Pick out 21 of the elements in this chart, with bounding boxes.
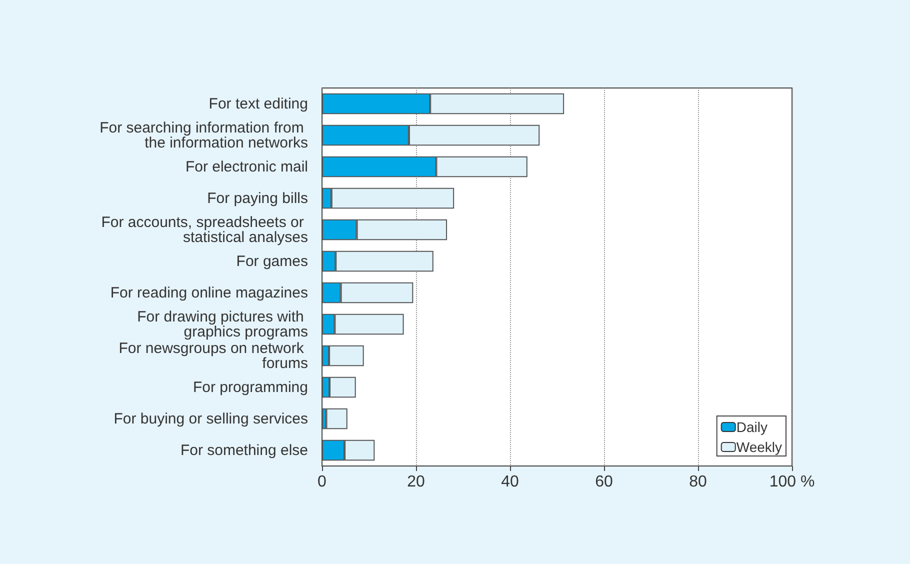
x-tick-label: 20 [407, 474, 425, 490]
y-tick-label: For programming [192, 378, 308, 396]
y-tick-label: For something else [180, 442, 308, 459]
x-tick-label: 60 [595, 474, 613, 490]
y-tick-label: For accounts, spreadsheets or statistical analyses [101, 214, 308, 246]
y-tick-label: For buying or selling services [114, 410, 308, 428]
y-tick-label: For newsgroups on network forums [118, 340, 308, 372]
x-tick-label: 80 [689, 474, 707, 490]
y-tick-label: For searching information from the information networks [100, 119, 308, 152]
x-tick-label: 0 [318, 474, 327, 490]
y-tick-label: For drawing pictures with graphics programs [137, 308, 308, 340]
x-tick-label: 100 % [769, 474, 815, 490]
legend-label: Daily [736, 419, 768, 435]
y-tick-label: For text editing [208, 95, 308, 112]
y-tick-label: For paying bills [207, 190, 308, 207]
y-tick-label: For electronic mail [185, 158, 308, 176]
x-tick-label: 40 [501, 474, 519, 490]
bar [326, 408, 348, 430]
legend-label: Weekly [736, 439, 782, 455]
y-tick-label: For reading online magazines [110, 284, 308, 302]
y-tick-label: For games [236, 252, 308, 270]
